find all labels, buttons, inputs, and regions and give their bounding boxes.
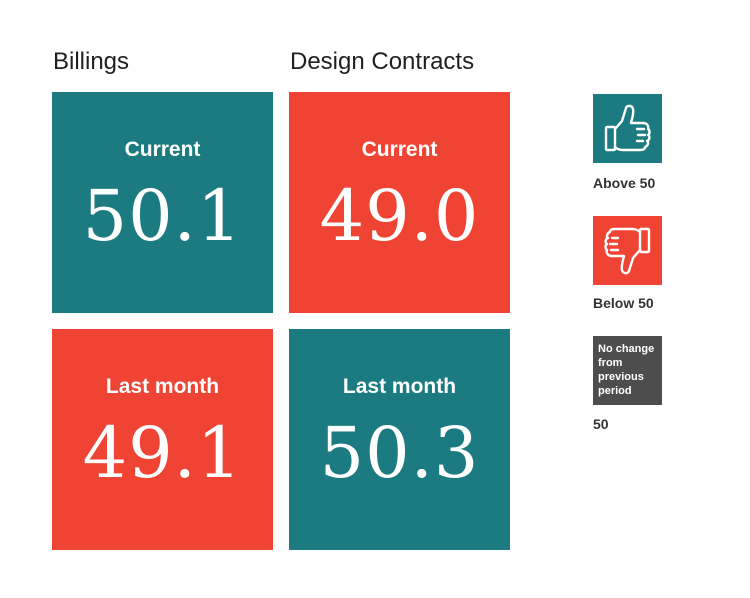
legend-no-change-label: 50 bbox=[593, 416, 609, 432]
billings-title: Billings bbox=[53, 48, 130, 75]
tile-value: 50.1 bbox=[82, 175, 243, 257]
billings-current-tile: Current 50.1 bbox=[52, 92, 273, 313]
legend-above-label: Above 50 bbox=[593, 175, 656, 191]
thumbs-up-icon bbox=[604, 104, 651, 152]
billings-last-month-tile: Last month 49.1 bbox=[52, 329, 273, 550]
tile-label: Last month bbox=[342, 375, 457, 398]
tile-label: Last month bbox=[105, 375, 220, 398]
tile-label: Current bbox=[361, 138, 438, 161]
design-contracts-last-month-tile: Last month 50.3 bbox=[289, 329, 510, 550]
legend-below-label: Below 50 bbox=[593, 295, 654, 311]
tile-label: Current bbox=[124, 138, 201, 161]
tile-value: 50.3 bbox=[319, 412, 480, 494]
legend-below-box bbox=[593, 216, 662, 285]
thumbs-down-icon bbox=[604, 227, 651, 275]
legend-above-box bbox=[593, 94, 662, 163]
design-contracts-title: Design Contracts bbox=[290, 48, 475, 75]
legend-no-change-text: No change from previous period bbox=[598, 343, 655, 397]
tile-value: 49.1 bbox=[82, 412, 243, 494]
design-contracts-current-tile: Current 49.0 bbox=[289, 92, 510, 313]
tile-value: 49.0 bbox=[319, 175, 480, 257]
legend-no-change-box: No change from previous period bbox=[593, 336, 662, 405]
